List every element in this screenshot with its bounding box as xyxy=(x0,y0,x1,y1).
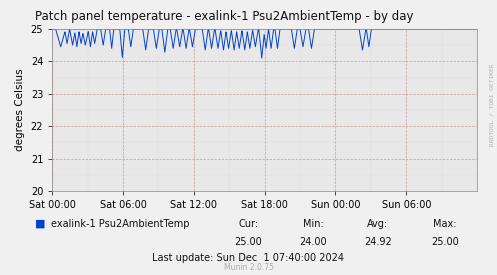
Text: Cur:: Cur: xyxy=(239,219,258,229)
Text: Patch panel temperature - exalink-1 Psu2AmbientTemp - by day: Patch panel temperature - exalink-1 Psu2… xyxy=(35,10,414,23)
Y-axis label: degrees Celsius: degrees Celsius xyxy=(15,69,25,151)
Text: 25.00: 25.00 xyxy=(431,237,459,247)
Text: Min:: Min: xyxy=(303,219,324,229)
Text: Munin 2.0.75: Munin 2.0.75 xyxy=(224,263,273,272)
Text: Max:: Max: xyxy=(433,219,457,229)
Text: 24.92: 24.92 xyxy=(364,237,392,247)
Text: exalink-1 Psu2AmbientTemp: exalink-1 Psu2AmbientTemp xyxy=(51,219,189,229)
Text: Avg:: Avg: xyxy=(367,219,388,229)
Text: ■: ■ xyxy=(35,219,45,229)
Text: 24.00: 24.00 xyxy=(299,237,327,247)
Text: 25.00: 25.00 xyxy=(235,237,262,247)
Text: RRDTOOL / TOBI OETIKER: RRDTOOL / TOBI OETIKER xyxy=(490,63,495,146)
Text: Last update: Sun Dec  1 07:40:00 2024: Last update: Sun Dec 1 07:40:00 2024 xyxy=(153,253,344,263)
